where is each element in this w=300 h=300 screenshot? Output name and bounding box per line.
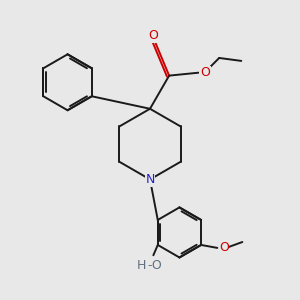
Text: N: N bbox=[145, 173, 155, 186]
Text: H: H bbox=[136, 259, 146, 272]
Text: -O: -O bbox=[148, 259, 162, 272]
Text: O: O bbox=[148, 29, 158, 42]
Text: O: O bbox=[200, 66, 210, 79]
Text: O: O bbox=[219, 242, 229, 254]
